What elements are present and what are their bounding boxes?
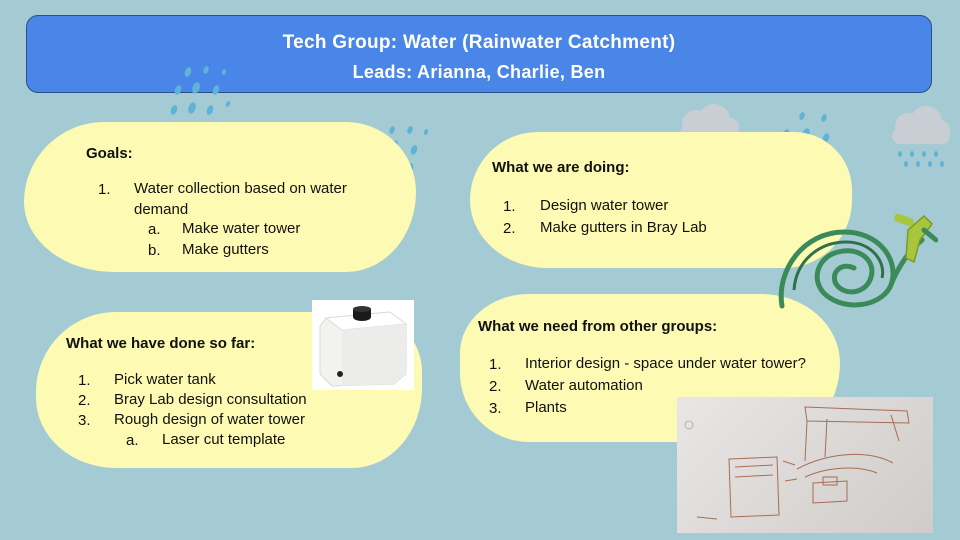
list-item: Rough design of water tower <box>114 411 305 428</box>
slide-title: Tech Group: Water (Rainwater Catchment) <box>282 32 676 53</box>
rain-cloud-icon <box>892 106 950 167</box>
list-item: Design water tower <box>540 197 669 214</box>
list-number: 2. <box>489 378 502 395</box>
done-heading: What we have done so far: <box>66 335 256 352</box>
list-number: 2. <box>78 392 91 409</box>
list-item: Make gutters <box>182 241 269 258</box>
list-number: 1. <box>78 372 91 389</box>
doing-heading: What we are doing: <box>492 159 630 176</box>
leads-line: Leads: Arianna, Charlie, Ben <box>352 62 606 82</box>
doing-note <box>470 132 852 268</box>
list-number: 1. <box>489 356 502 373</box>
list-item: Pick water tank <box>114 371 216 388</box>
list-item: Make gutters in Bray Lab <box>540 219 707 236</box>
list-number: a. <box>126 432 139 449</box>
water-tank-photo <box>312 300 414 390</box>
list-item: Water automation <box>525 377 643 394</box>
list-item: Bray Lab design consultation <box>114 391 307 408</box>
needs-heading: What we need from other groups: <box>478 318 718 335</box>
garden-hose-icon <box>778 213 938 309</box>
list-number: 3. <box>489 400 502 417</box>
list-item: Make water tower <box>182 220 301 237</box>
list-item: Plants <box>525 399 567 416</box>
list-item: Interior design - space under water towe… <box>525 355 806 372</box>
goals-note <box>24 122 416 272</box>
list-item: Laser cut template <box>162 431 286 448</box>
list-item: Water collection based on water <box>134 180 347 197</box>
goals-heading: Goals: <box>86 145 133 162</box>
list-number: a. <box>148 221 161 238</box>
list-number: 3. <box>78 412 91 429</box>
list-item: demand <box>134 201 189 218</box>
list-number: 1. <box>503 198 516 215</box>
title-banner: Tech Group: Water (Rainwater Catchment) … <box>26 15 932 93</box>
list-number: b. <box>148 242 161 259</box>
whiteboard-sketch-photo <box>677 397 933 533</box>
list-number: 2. <box>503 220 516 237</box>
list-number: 1. <box>98 181 111 198</box>
